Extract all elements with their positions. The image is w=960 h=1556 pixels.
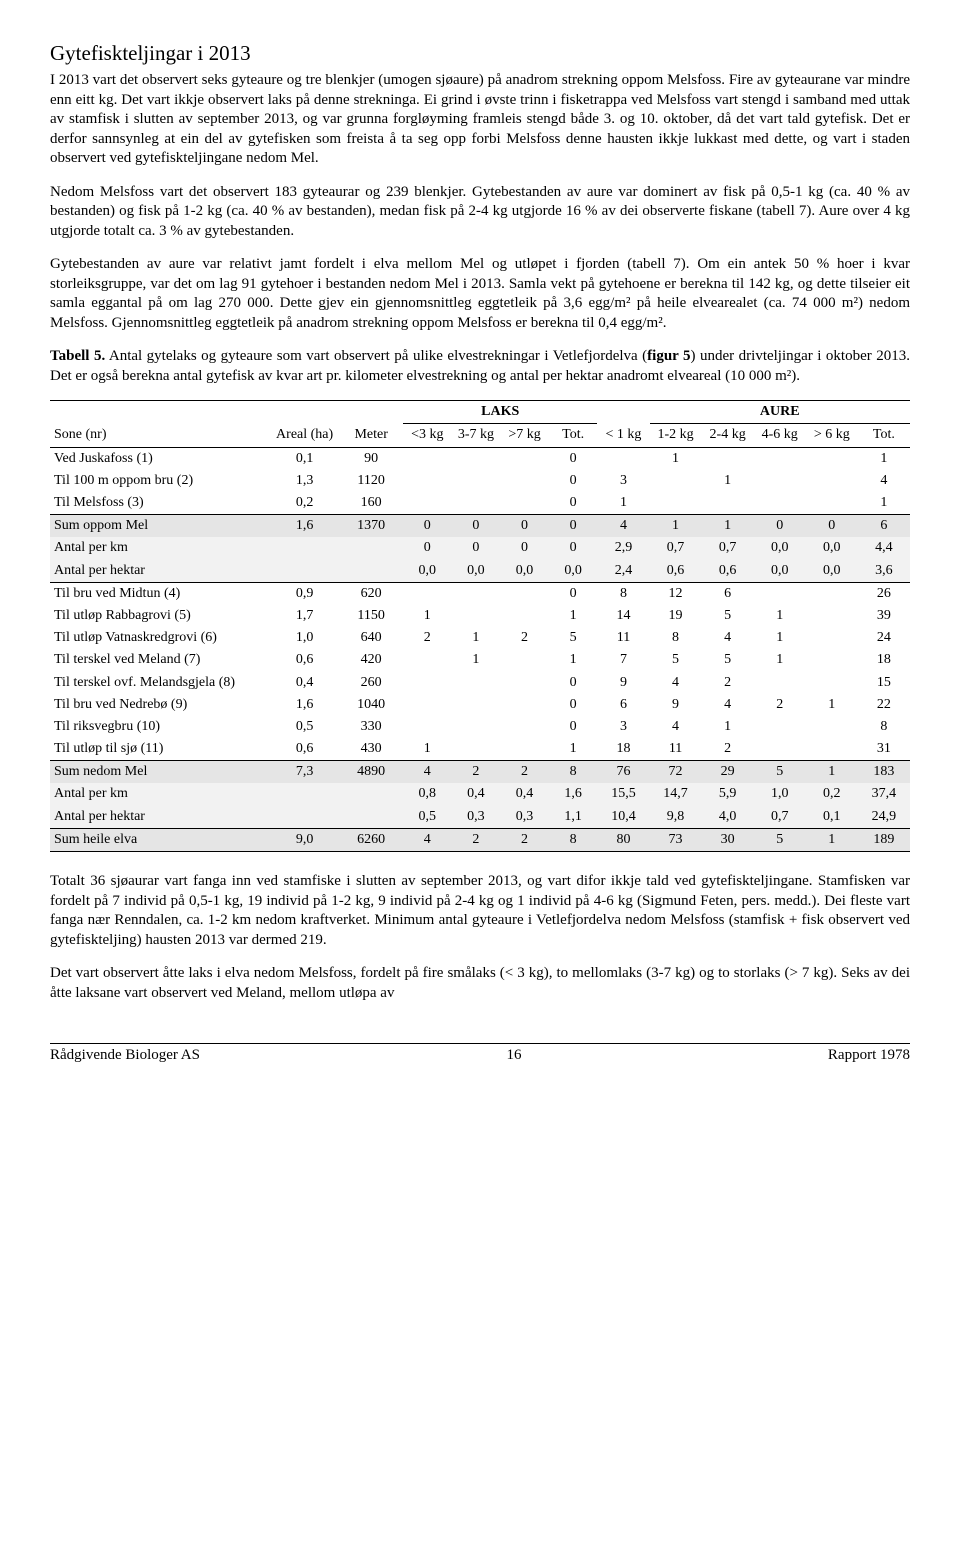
table-row: Til bru ved Nedrebø (9)1,6104006942122 (50, 694, 910, 716)
table-caption-label: Tabell 5. (50, 348, 105, 364)
table-row: Til terskel ved Meland (7)0,642011755118 (50, 649, 910, 671)
table-row: Til utløp til sjø (11)0,6430111811231 (50, 738, 910, 761)
col-group-aure: AURE (650, 401, 910, 424)
table-row: Til utløp Vatnaskredgrovi (6)1,064021251… (50, 627, 910, 649)
table-caption-text: Antal gytelaks og gyteaure som vart obse… (50, 348, 910, 384)
table-row: Antal per hektar0,00,00,00,02,40,60,60,0… (50, 560, 910, 583)
table-row: Ved Juskafoss (1)0,190011 (50, 447, 910, 470)
table-row: Antal per km0,80,40,41,615,514,75,91,00,… (50, 783, 910, 805)
page-heading: Gytefiskteljingar i 2013 (50, 40, 910, 67)
footer-page-number: 16 (506, 1046, 521, 1066)
paragraph-3: Gytebestanden av aure var relativt jamt … (50, 255, 910, 333)
table-row: Til terskel ovf. Melandsgjela (8)0,42600… (50, 672, 910, 694)
paragraph-5: Det vart observert åtte laks i elva nedo… (50, 964, 910, 1003)
table-row: Til utløp Rabbagrovi (5)1,71150111419513… (50, 605, 910, 627)
table-row: Sum oppom Mel1,613700000411006 (50, 515, 910, 538)
table-row: Sum nedom Mel7,34890422876722951183 (50, 761, 910, 784)
page-footer: Rådgivende Biologer AS 16 Rapport 1978 (50, 1043, 910, 1066)
column-header-row: Sone (nr) Areal (ha) Meter <3 kg 3-7 kg … (50, 424, 910, 447)
table-caption: Tabell 5. Antal gytelaks og gyteaure som… (50, 347, 910, 386)
table-row: Antal per km00002,90,70,70,00,04,4 (50, 537, 910, 559)
table-row: Til Melsfoss (3)0,2160011 (50, 492, 910, 515)
table-row: Til 100 m oppom bru (2)1,311200314 (50, 470, 910, 492)
paragraph-1: I 2013 vart det observert seks gyteaure … (50, 71, 910, 169)
footer-right: Rapport 1978 (828, 1046, 910, 1066)
table-row: Antal per hektar0,50,30,31,110,49,84,00,… (50, 806, 910, 829)
data-table: LAKS AURE Sone (nr) Areal (ha) Meter <3 … (50, 400, 910, 852)
footer-left: Rådgivende Biologer AS (50, 1046, 200, 1066)
table-row: Til bru ved Midtun (4)0,96200812626 (50, 582, 910, 605)
col-group-laks: LAKS (403, 401, 597, 424)
paragraph-4: Totalt 36 sjøaurar vart fanga inn ved st… (50, 872, 910, 950)
table-row: Sum heile elva9,06260422880733051189 (50, 828, 910, 851)
table-row: Til riksvegbru (10)0,533003418 (50, 716, 910, 738)
paragraph-2: Nedom Melsfoss vart det observert 183 gy… (50, 183, 910, 242)
